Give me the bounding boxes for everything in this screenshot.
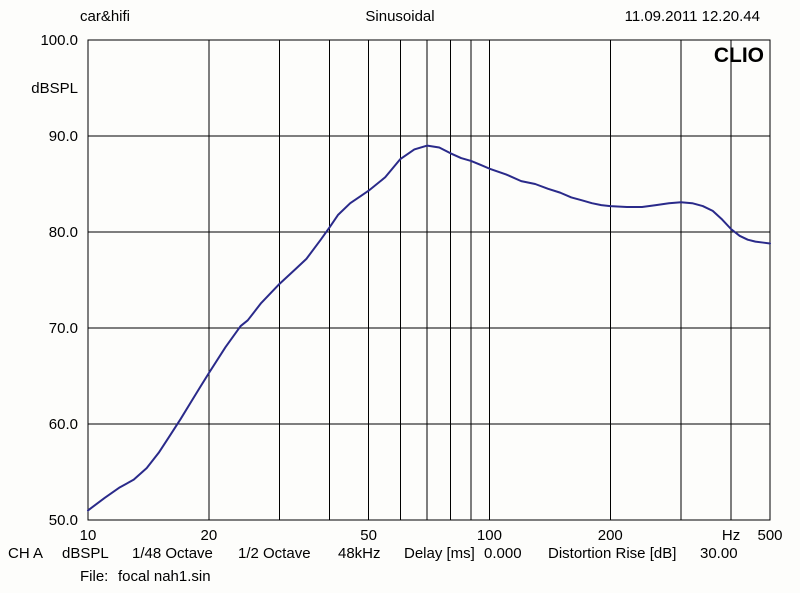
file-label: File: [80,568,108,585]
svg-text:80.0: 80.0 [49,224,78,241]
delay-value: 0.000 [484,545,522,562]
svg-text:dBSPL: dBSPL [31,80,78,97]
svg-text:50.0: 50.0 [49,512,78,529]
distortion-value: 30.00 [700,545,738,562]
svg-text:10: 10 [80,527,97,544]
svg-text:100: 100 [477,527,502,544]
resolution-1: 1/48 Octave [132,545,213,562]
sample-rate: 48kHz [338,545,381,562]
clio-logo: CLIO [714,44,764,67]
svg-text:90.0: 90.0 [49,128,78,145]
svg-text:70.0: 70.0 [49,320,78,337]
svg-text:20: 20 [200,527,217,544]
svg-text:500: 500 [757,527,782,544]
file-name: focal nah1.sin [118,568,211,585]
resolution-2: 1/2 Octave [238,545,311,562]
svg-text:Hz: Hz [722,527,740,544]
svg-text:50: 50 [360,527,377,544]
unit-label: dBSPL [62,545,109,562]
delay-label: Delay [ms] [404,545,475,562]
svg-text:200: 200 [598,527,623,544]
distortion-label: Distortion Rise [dB] [548,545,676,562]
channel-label: CH A [8,545,43,562]
frequency-response-chart: 50.060.070.080.090.0100.0dBSPL1020501002… [0,0,800,593]
svg-text:60.0: 60.0 [49,416,78,433]
svg-text:100.0: 100.0 [40,32,78,49]
